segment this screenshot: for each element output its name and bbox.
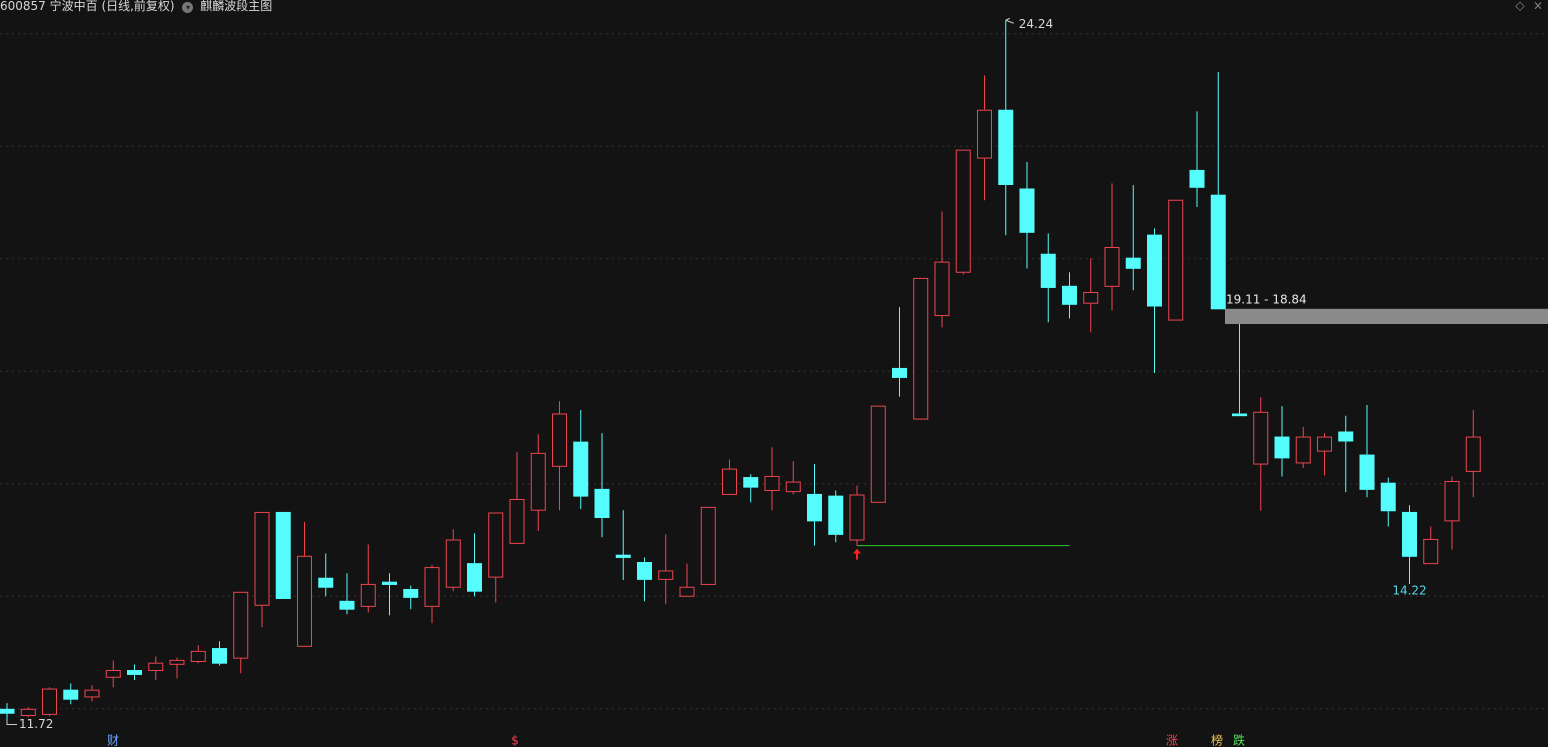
- candle-body: [955, 149, 971, 273]
- candle-body: [190, 650, 206, 662]
- candle-body: [1380, 482, 1396, 512]
- settings-icon[interactable]: ◇: [1515, 0, 1525, 13]
- candle-body: [212, 648, 227, 664]
- candle-body: [339, 600, 355, 610]
- high-label: 24.24: [1019, 17, 1053, 31]
- candle-body: [743, 477, 759, 488]
- candle-body: [1338, 431, 1354, 442]
- candle-body: [1189, 169, 1205, 188]
- candle-body: [658, 570, 674, 580]
- candle-body: [828, 495, 844, 535]
- candle-body: [892, 367, 907, 378]
- marker: 涨: [1166, 733, 1178, 747]
- candle-body: [127, 670, 142, 675]
- candle-body: [0, 708, 15, 714]
- candle-body: [594, 488, 610, 518]
- high-flag: [1005, 17, 1014, 24]
- candle-body: [530, 452, 546, 511]
- candle-body: [1274, 436, 1290, 459]
- candle-body: [360, 583, 376, 607]
- candle-body: [424, 567, 440, 607]
- close-icon[interactable]: ×: [1533, 0, 1543, 13]
- candle-body: [403, 589, 419, 598]
- candle-body: [318, 577, 334, 588]
- candle-body: [1253, 411, 1269, 465]
- candle-body: [1465, 436, 1481, 472]
- candle-body: [785, 481, 801, 493]
- candle-body: [1317, 436, 1332, 452]
- candle-body: [169, 659, 185, 665]
- marker: $: [511, 734, 519, 747]
- candle-body: [870, 405, 886, 503]
- candle-body: [1019, 188, 1035, 233]
- marker: 榜: [1211, 733, 1223, 747]
- indicator[interactable]: 麒麟波段主图: [200, 0, 273, 13]
- candle-body: [1083, 292, 1099, 304]
- candle-body: [42, 688, 57, 715]
- low-label: 14.22: [1392, 583, 1426, 597]
- candle-body: [573, 441, 589, 497]
- candle-body: [1402, 511, 1417, 557]
- candle-body: [63, 689, 79, 700]
- candle-body: [467, 563, 482, 592]
- candle-body: [934, 261, 950, 317]
- header: 600857 宁波中百 (日线,前复权) ▾ 麒麟波段主图: [0, 0, 272, 13]
- candle-body: [1147, 234, 1162, 307]
- candle-body: [509, 499, 525, 544]
- candle-body: [254, 511, 270, 606]
- candle-body: [722, 468, 737, 495]
- candle-body: [679, 586, 695, 597]
- candle-body: [1040, 253, 1056, 288]
- candle-body: [382, 581, 397, 585]
- candle-body: [297, 555, 312, 647]
- candle-body: [849, 494, 865, 541]
- candle-body: [445, 539, 461, 588]
- candle-body: [233, 591, 249, 659]
- candle-body: [84, 689, 100, 698]
- candle-body: [764, 475, 780, 491]
- dropdown-icon[interactable]: ▾: [182, 2, 194, 13]
- candle-body: [1423, 538, 1439, 565]
- gap-label: 19.11 - 18.84: [1226, 292, 1307, 306]
- candle-body: [637, 562, 652, 580]
- low-arrow: [6, 720, 17, 725]
- candle-body: [977, 109, 992, 159]
- candle-body: [1359, 454, 1375, 490]
- marker: 财: [107, 734, 119, 747]
- candle-body: [913, 277, 929, 420]
- signal-arrow: [853, 548, 861, 560]
- candle-body: [615, 554, 631, 558]
- candle-body: [998, 109, 1014, 185]
- marker: 跌: [1233, 733, 1245, 747]
- candle-body: [1104, 247, 1120, 287]
- candle-body: [275, 511, 291, 599]
- candle-body: [807, 493, 822, 522]
- candle-body: [700, 506, 716, 585]
- low-label: 11.72: [19, 717, 53, 731]
- candle-body: [105, 670, 121, 678]
- candle-body: [1062, 285, 1077, 305]
- candle-body: [1232, 413, 1247, 417]
- candle-body: [1210, 194, 1226, 310]
- title: 600857 宁波中百 (日线,前复权): [0, 0, 175, 13]
- gap-band: [1225, 308, 1548, 324]
- candle-body: [148, 662, 164, 671]
- candle-body: [1125, 257, 1141, 269]
- candle-body: [1444, 481, 1460, 522]
- candle-body: [488, 512, 504, 578]
- candle-body: [1295, 436, 1311, 464]
- candle-body: [1168, 199, 1184, 321]
- candle-body: [552, 413, 567, 467]
- candle-body: [20, 708, 36, 716]
